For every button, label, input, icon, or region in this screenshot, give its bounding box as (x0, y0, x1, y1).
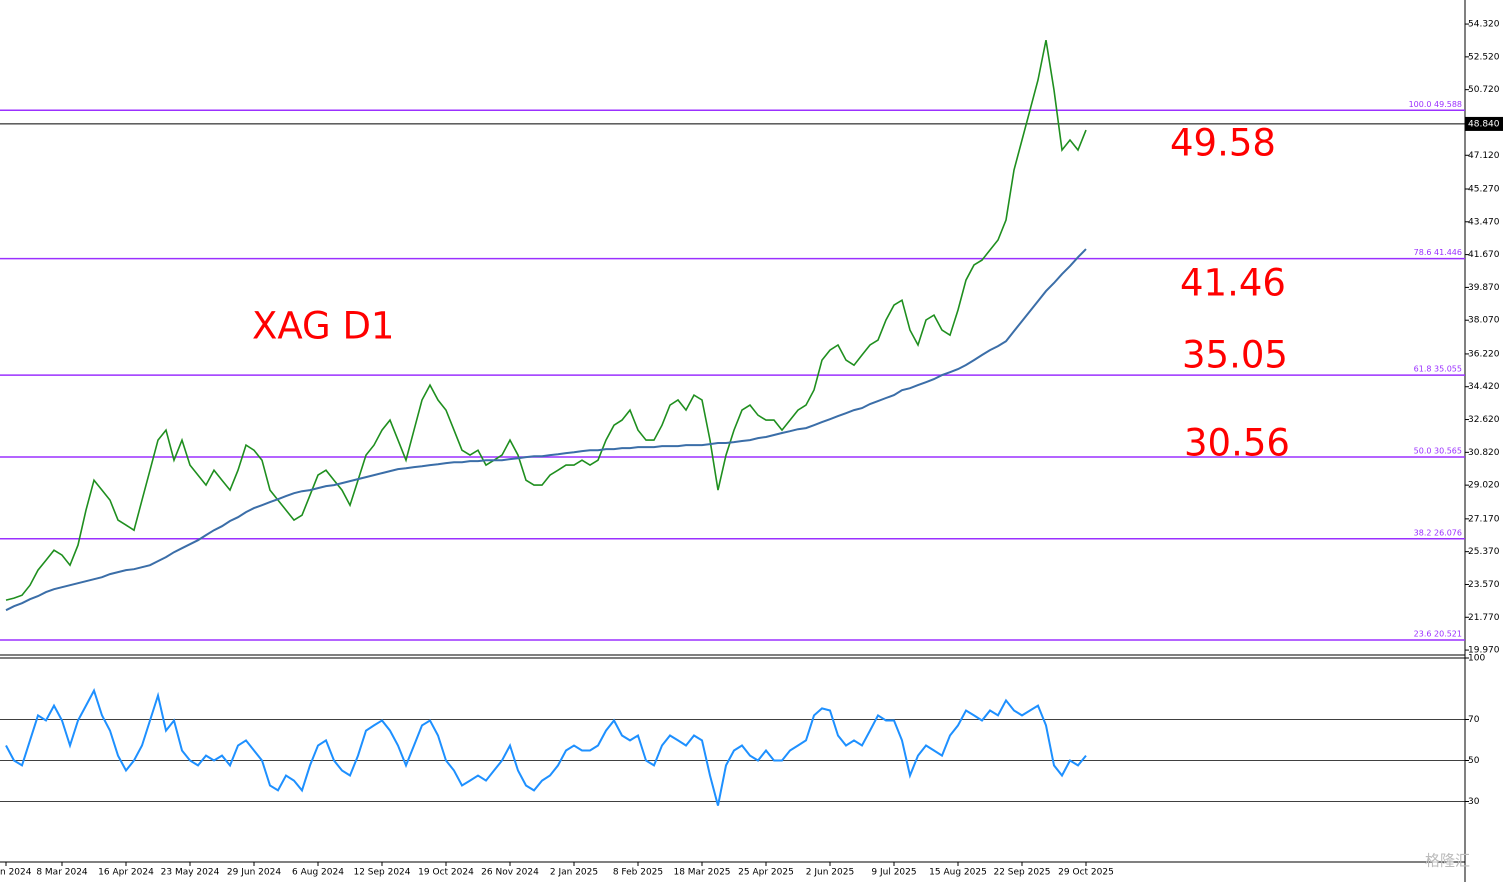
y-tick-label: 30.820 (1468, 448, 1500, 458)
x-tick-label: 8 Feb 2025 (613, 868, 663, 878)
x-tick-label: 26 Nov 2024 (481, 868, 539, 878)
y-tick-label: 21.770 (1468, 613, 1500, 623)
x-tick-label: 2 Jan 2025 (550, 868, 598, 878)
y-tick-label: 41.670 (1468, 250, 1500, 260)
series-line (5, 248, 1087, 612)
y-tick-label: 36.220 (1468, 349, 1500, 359)
y-tick-label: 23.570 (1468, 580, 1500, 590)
fib-label: 100.0 49.588 (1409, 100, 1462, 109)
x-tick-label: 16 Apr 2024 (98, 868, 154, 878)
chart-title: XAG D1 (252, 305, 394, 348)
y-tick-label: 43.470 (1468, 217, 1500, 227)
x-tick-label: n 2024 (0, 868, 32, 878)
y-tick-label: 39.870 (1468, 283, 1500, 293)
x-tick-label: 22 Sep 2025 (993, 868, 1050, 878)
y-tick-label: 70 (1468, 715, 1480, 725)
y-tick-label: 25.370 (1468, 547, 1500, 557)
x-tick-label: 25 Apr 2025 (738, 868, 794, 878)
y-tick-label: 100 (1468, 654, 1485, 664)
y-tick-label: 30 (1468, 797, 1480, 807)
annotation: 30.56 (1184, 422, 1290, 465)
x-tick-label: 18 Mar 2025 (673, 868, 730, 878)
y-tick-label: 19.970 (1468, 646, 1500, 656)
x-tick-label: 15 Aug 2025 (929, 868, 987, 878)
last-price-label: 48.840 (1468, 119, 1500, 129)
fib-label: 61.8 35.055 (1414, 365, 1462, 374)
x-tick-label: 2 Jun 2025 (806, 868, 854, 878)
last-price-box (1465, 116, 1503, 131)
series-line (5, 39, 1087, 601)
x-tick-label: 9 Jul 2025 (871, 868, 916, 878)
y-tick-label: 52.520 (1468, 52, 1500, 62)
fib-label: 38.2 26.076 (1414, 528, 1462, 537)
watermark: 格隆汇 (1425, 852, 1470, 870)
x-tick-label: 29 Oct 2025 (1058, 868, 1114, 878)
annotation: 49.58 (1170, 122, 1276, 165)
x-tick-label: 19 Oct 2024 (418, 868, 474, 878)
y-tick-label: 45.270 (1468, 184, 1500, 194)
series-line (5, 688, 1087, 806)
fib-label: 23.6 20.521 (1414, 630, 1462, 639)
x-tick-label: 23 May 2024 (161, 868, 220, 878)
y-tick-label: 32.620 (1468, 415, 1500, 425)
plot-layer: 54.320 52.520 50.720 47.120 45.270 43.470 41.6… (0, 20, 1503, 878)
y-tick-label: 27.170 (1468, 514, 1500, 524)
y-tick-label: 50.720 (1468, 85, 1500, 95)
y-tick-label: 54.320 (1468, 20, 1500, 30)
annotation: 41.46 (1180, 262, 1286, 305)
y-tick-label: 38.070 (1468, 316, 1500, 326)
fib-label: 78.6 41.446 (1414, 248, 1462, 257)
x-tick-label: 12 Sep 2024 (353, 868, 410, 878)
y-tick-label: 29.020 (1468, 481, 1500, 491)
annotation: 35.05 (1182, 334, 1288, 377)
fib-label: 50.0 30.565 (1414, 446, 1462, 455)
x-tick-label: 6 Aug 2024 (292, 868, 344, 878)
x-tick-label: 8 Mar 2024 (36, 868, 88, 878)
y-tick-label: 50 (1468, 756, 1480, 766)
y-tick-label: 34.420 (1468, 382, 1500, 392)
x-tick-label: 29 Jun 2024 (227, 868, 281, 878)
y-tick-label: 47.120 (1468, 151, 1500, 161)
